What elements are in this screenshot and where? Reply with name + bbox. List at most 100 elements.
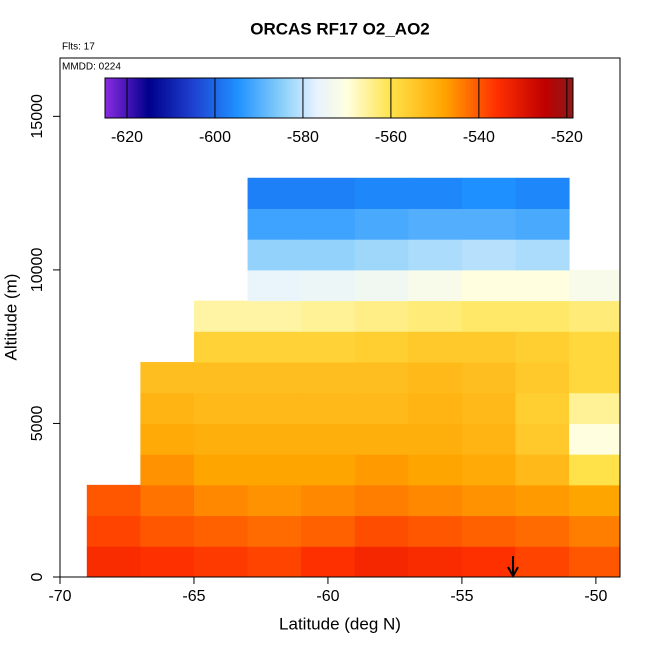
heatmap-cell xyxy=(193,423,249,455)
heatmap-cell xyxy=(354,454,409,486)
heatmap-cell xyxy=(247,546,302,578)
heatmap-cell xyxy=(515,546,570,578)
colorbar-tick-label: -600 xyxy=(199,129,231,146)
heatmap-cell xyxy=(408,300,463,332)
heatmap-cell xyxy=(408,331,463,363)
colorbar xyxy=(104,77,574,119)
heatmap-cells xyxy=(86,177,621,578)
heatmap-cell xyxy=(247,484,302,517)
heatmap-cell xyxy=(301,546,356,578)
x-tick-label: -65 xyxy=(182,588,205,605)
heatmap-cell xyxy=(569,362,621,394)
heatmap-cell xyxy=(354,300,409,332)
heatmap-cell xyxy=(301,177,356,209)
heatmap-cell xyxy=(301,331,356,363)
heatmap-cell xyxy=(193,546,249,578)
heatmap-cell xyxy=(140,454,195,486)
heatmap-cell xyxy=(193,331,249,363)
heatmap-cell xyxy=(354,423,409,455)
colorbar-tick-label: -580 xyxy=(287,129,319,146)
heatmap-cell xyxy=(354,269,409,302)
heatmap-cell xyxy=(515,300,570,332)
heatmap-cell xyxy=(515,515,570,547)
heatmap-cell xyxy=(354,239,409,271)
heatmap-cell xyxy=(86,515,141,547)
colorbar-tick-label: -520 xyxy=(551,129,583,146)
heatmap-cell xyxy=(86,546,141,578)
heatmap-cell xyxy=(301,362,356,394)
heatmap-cell xyxy=(461,331,517,363)
heatmap-cell xyxy=(461,362,517,394)
heatmap-cell xyxy=(408,484,463,517)
heatmap-cell xyxy=(408,239,463,271)
heatmap-cell xyxy=(354,484,409,517)
heatmap-cell xyxy=(193,484,249,517)
heatmap-cell xyxy=(461,208,517,240)
y-axis-label: Altitude (m) xyxy=(1,274,20,361)
heatmap-cell xyxy=(247,362,302,394)
heatmap-cell xyxy=(515,454,570,486)
heatmap-cell xyxy=(515,177,570,209)
heatmap-cell xyxy=(408,454,463,486)
y-tick-label: 10000 xyxy=(29,248,46,293)
heatmap-cell xyxy=(247,300,302,332)
heatmap-cell xyxy=(140,484,195,517)
heatmap-cell xyxy=(247,269,302,302)
heatmap-cell xyxy=(569,454,621,486)
heatmap-cell xyxy=(515,423,570,455)
heatmap-cell xyxy=(461,546,517,578)
heatmap-cell xyxy=(354,515,409,547)
heatmap-cell xyxy=(461,177,517,209)
heatmap-cell xyxy=(247,208,302,240)
heatmap-cell xyxy=(193,300,249,332)
heatmap-cell xyxy=(408,423,463,455)
heatmap-cell xyxy=(461,239,517,271)
heatmap-cell xyxy=(301,208,356,240)
heatmap-cell xyxy=(569,331,621,363)
heatmap-cell xyxy=(140,423,195,455)
heatmap-cell xyxy=(247,454,302,486)
heatmap-cell xyxy=(247,331,302,363)
heatmap-cell xyxy=(408,392,463,424)
x-tick-label: -55 xyxy=(450,588,473,605)
heatmap-cell xyxy=(354,208,409,240)
heatmap-cell xyxy=(247,423,302,455)
heatmap-cell xyxy=(140,546,195,578)
heatmap-cell xyxy=(461,392,517,424)
heatmap-cell xyxy=(515,392,570,424)
heatmap-cell xyxy=(193,454,249,486)
heatmap-cell xyxy=(86,484,141,517)
x-tick-label: -50 xyxy=(584,588,607,605)
heatmap-cell xyxy=(461,454,517,486)
heatmap-cell xyxy=(301,239,356,271)
heatmap-cell xyxy=(408,515,463,547)
heatmap-cell xyxy=(301,484,356,517)
x-tick-label: -60 xyxy=(316,588,339,605)
heatmap-cell xyxy=(193,362,249,394)
colorbar-tick-label: -540 xyxy=(463,129,495,146)
heatmap-cell xyxy=(301,392,356,424)
heatmap-cell xyxy=(140,362,195,394)
heatmap-cell xyxy=(515,331,570,363)
heatmap-cell xyxy=(140,515,195,547)
heatmap-cell xyxy=(515,239,570,271)
heatmap-cell xyxy=(408,177,463,209)
x-axis-label: Latitude (deg N) xyxy=(279,614,401,633)
annotation: Flts: 17 xyxy=(62,42,95,53)
heatmap-cell xyxy=(247,239,302,271)
heatmap-cell xyxy=(354,177,409,209)
location-arrow xyxy=(507,556,519,579)
heatmap-cell xyxy=(354,392,409,424)
heatmap-cell xyxy=(354,362,409,394)
heatmap-cell xyxy=(140,392,195,424)
heatmap-cell xyxy=(569,546,621,578)
heatmap-cell xyxy=(569,423,621,455)
colorbar-tick-label: -560 xyxy=(375,129,407,146)
heatmap-cell xyxy=(569,300,621,332)
heatmap-cell xyxy=(354,546,409,578)
chart-title: ORCAS RF17 O2_AO2 xyxy=(250,19,430,38)
heatmap-cell xyxy=(461,515,517,547)
heatmap-cell xyxy=(569,515,621,547)
x-tick-label: -70 xyxy=(48,588,71,605)
heatmap-cell xyxy=(301,454,356,486)
